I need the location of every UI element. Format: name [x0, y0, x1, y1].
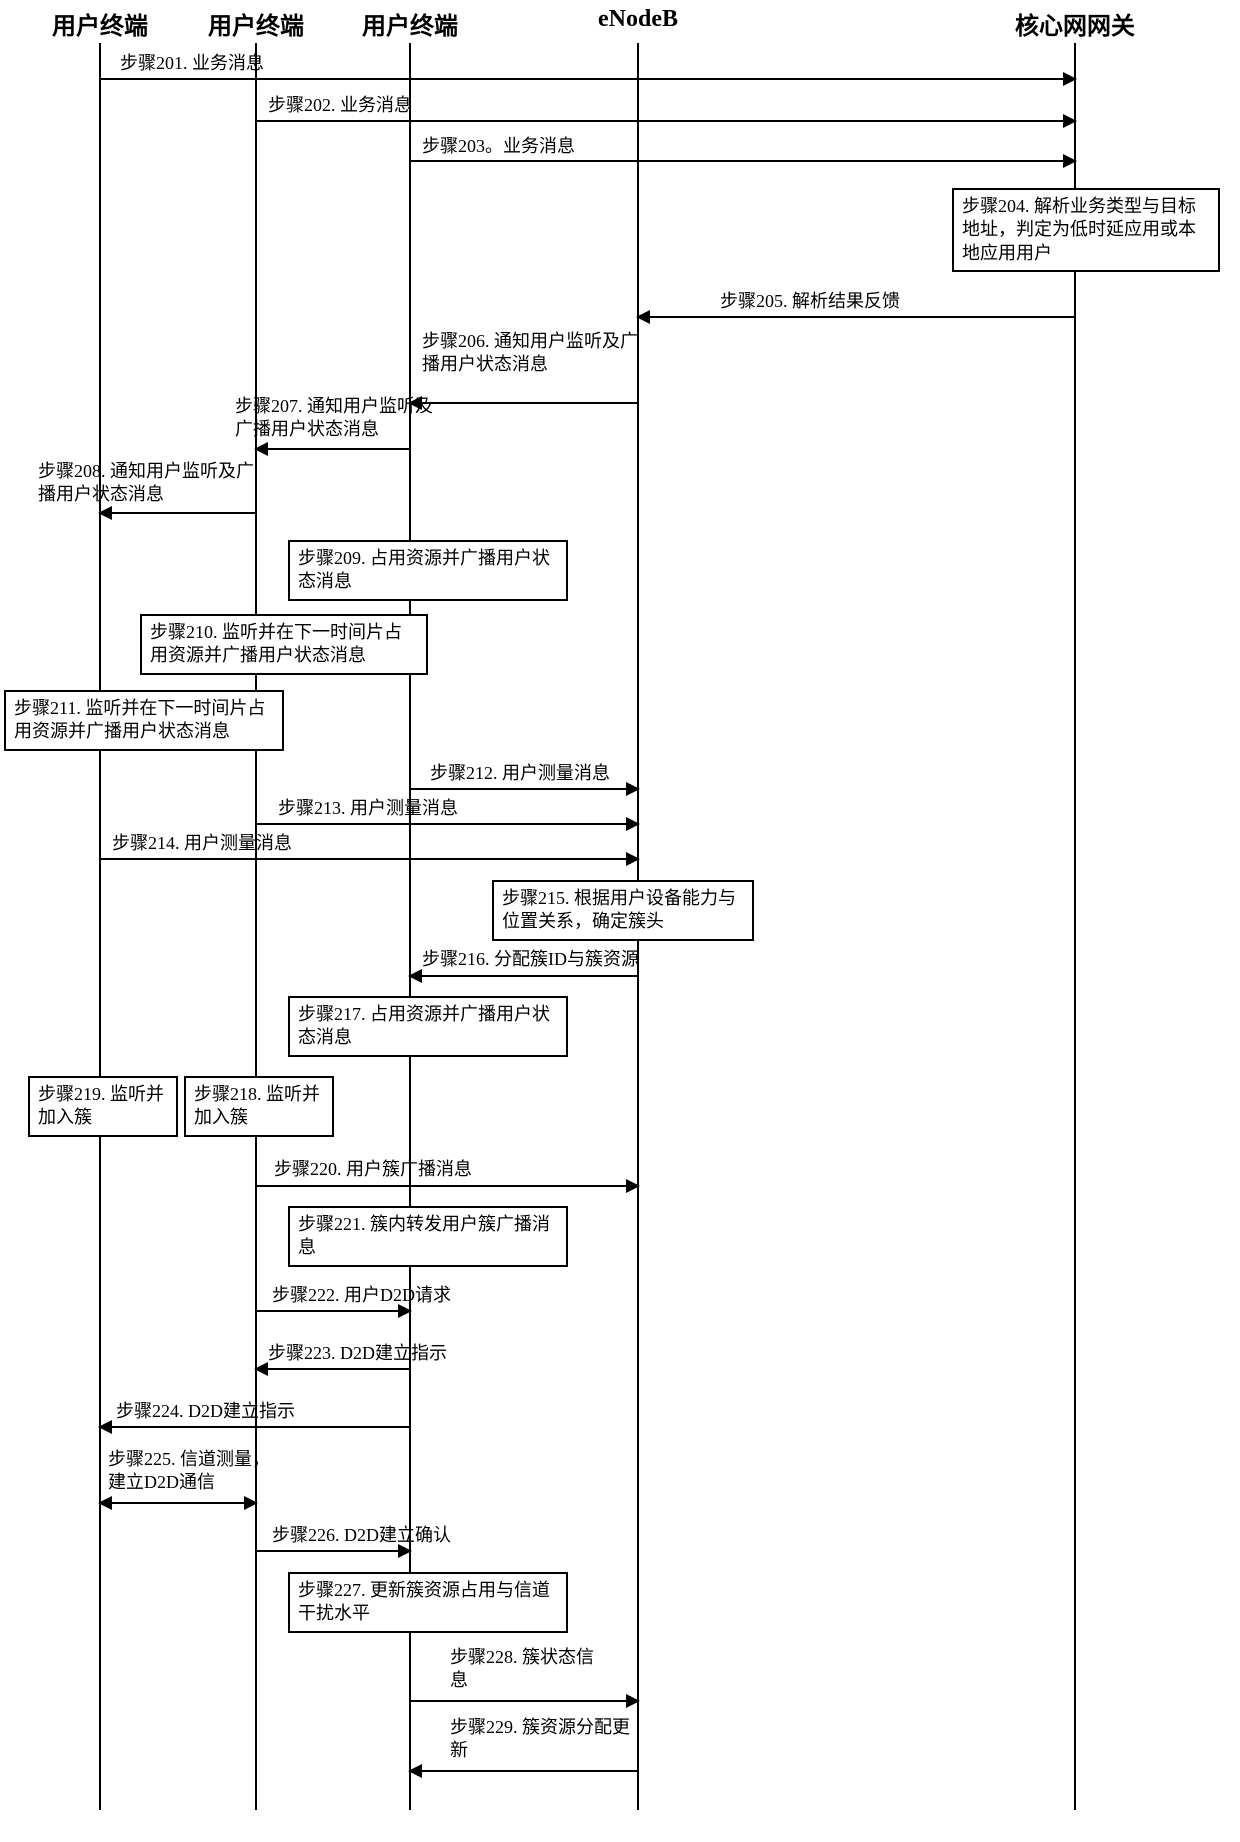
step-213-label: 步骤213. 用户测量消息	[278, 797, 458, 820]
lifeline-header-ue3: 用户终端	[362, 6, 458, 41]
step-219-box: 步骤219. 监听并加入簇	[28, 1076, 178, 1137]
step-212-label: 步骤212. 用户测量消息	[430, 762, 610, 785]
step-228-label: 步骤228. 簇状态信息	[450, 1646, 610, 1691]
lifeline-header-ue1: 用户终端	[52, 6, 148, 41]
step-202-label: 步骤202. 业务消息	[268, 94, 412, 117]
step-202-arrow	[256, 120, 1075, 122]
step-220-arrow	[256, 1185, 638, 1187]
step-216-arrow	[410, 975, 638, 977]
step-207-arrow	[256, 448, 410, 450]
lifeline-header-gw: 核心网网关	[1015, 6, 1135, 41]
lifeline-header-enodeb: eNodeB	[598, 6, 678, 33]
sequence-diagram: 用户终端 用户终端 用户终端 eNodeB 核心网网关步骤201. 业务消息步骤202.…	[0, 0, 1240, 1842]
step-210-box: 步骤210. 监听并在下一时间片占用资源并广播用户状态消息	[140, 614, 428, 675]
lifeline-header-ue2: 用户终端	[208, 6, 304, 41]
step-227-box: 步骤227. 更新簇资源占用与信道干扰水平	[288, 1572, 568, 1633]
step-206-arrow	[410, 402, 638, 404]
step-208-arrow	[100, 512, 256, 514]
step-226-arrow	[256, 1550, 410, 1552]
step-217-box: 步骤217. 占用资源并广播用户状态消息	[288, 996, 568, 1057]
step-201-arrow	[100, 78, 1075, 80]
step-207-label: 步骤207. 通知用户监听及广播用户状态消息	[235, 395, 435, 440]
step-226-label: 步骤226. D2D建立确认	[272, 1524, 451, 1547]
step-228-arrow	[410, 1700, 638, 1702]
step-213-arrow	[256, 823, 638, 825]
step-220-label: 步骤220. 用户簇广播消息	[274, 1158, 472, 1181]
lifeline-gw	[1074, 43, 1076, 1810]
step-204-box: 步骤204. 解析业务类型与目标地址，判定为低时延应用或本地应用用户	[952, 188, 1220, 272]
step-225-arrow	[100, 1502, 256, 1504]
step-222-label: 步骤222. 用户D2D请求	[272, 1284, 451, 1307]
step-208-label: 步骤208. 通知用户监听及广播用户状态消息	[38, 460, 268, 505]
step-229-label: 步骤229. 簇资源分配更新	[450, 1716, 630, 1761]
step-214-arrow	[100, 858, 638, 860]
step-225-label: 步骤225. 信道测量，建立D2D通信	[108, 1448, 284, 1493]
step-209-box: 步骤209. 占用资源并广播用户状态消息	[288, 540, 568, 601]
step-205-arrow	[638, 316, 1075, 318]
step-201-label: 步骤201. 业务消息	[120, 52, 264, 75]
lifeline-ue1	[99, 43, 101, 1810]
step-206-label: 步骤206. 通知用户监听及广播用户状态消息	[422, 330, 642, 375]
step-203-arrow	[410, 160, 1075, 162]
step-218-box: 步骤218. 监听并加入簇	[184, 1076, 334, 1137]
step-214-label: 步骤214. 用户测量消息	[112, 832, 292, 855]
step-223-arrow	[256, 1368, 410, 1370]
step-224-arrow	[100, 1426, 410, 1428]
step-224-label: 步骤224. D2D建立指示	[116, 1400, 295, 1423]
step-221-box: 步骤221. 簇内转发用户簇广播消息	[288, 1206, 568, 1267]
lifeline-ue2	[255, 43, 257, 1810]
step-215-box: 步骤215. 根据用户设备能力与位置关系，确定簇头	[492, 880, 754, 941]
step-212-arrow	[410, 788, 638, 790]
step-205-label: 步骤205. 解析结果反馈	[720, 290, 900, 313]
step-222-arrow	[256, 1310, 410, 1312]
step-203-label: 步骤203。业务消息	[422, 135, 575, 158]
step-216-label: 步骤216. 分配簇ID与簇资源	[422, 948, 639, 971]
step-211-box: 步骤211. 监听并在下一时间片占用资源并广播用户状态消息	[4, 690, 284, 751]
step-229-arrow	[410, 1770, 638, 1772]
step-223-label: 步骤223. D2D建立指示	[268, 1342, 447, 1365]
